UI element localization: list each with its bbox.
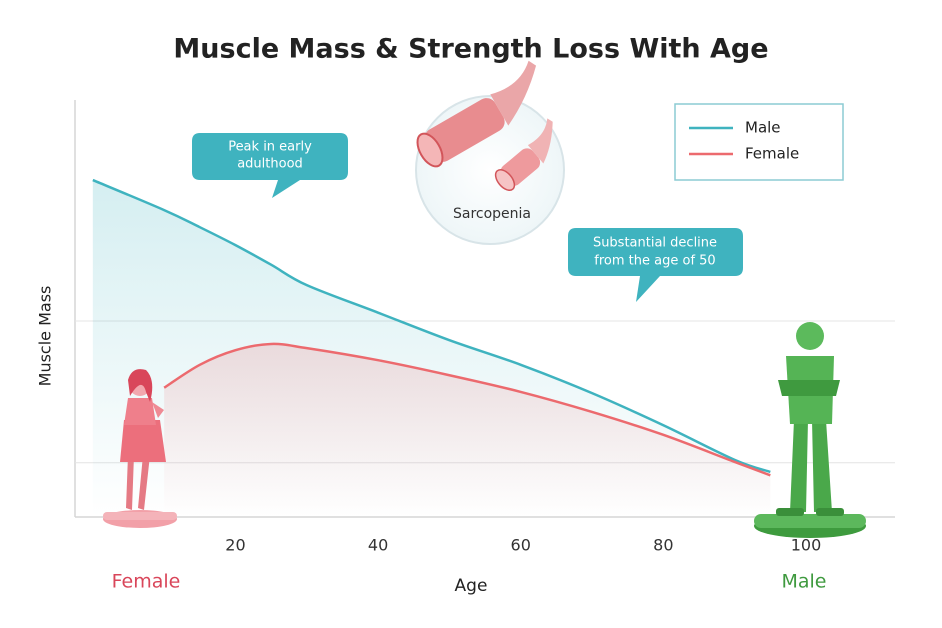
figure-label: Female bbox=[112, 571, 181, 593]
y-axis-label: Muscle Mass bbox=[36, 286, 55, 387]
callout: Substantial decline from the age of 50 bbox=[568, 228, 743, 302]
annotation: from the age of 50 bbox=[594, 254, 715, 269]
sarcopenia-inset: Sarcopenia bbox=[415, 60, 565, 245]
annotation: Peak in early bbox=[228, 140, 312, 155]
male-figure bbox=[754, 322, 866, 538]
x-tick-label: 100 bbox=[791, 536, 822, 555]
annotation: Substantial decline bbox=[593, 236, 717, 251]
callout: Peak in early adulthood bbox=[192, 133, 348, 198]
line bbox=[163, 342, 771, 477]
annotation: adulthood bbox=[237, 157, 303, 172]
plot-area: 20 40 60 80 100 bbox=[74, 100, 895, 555]
chart-title: Muscle Mass & Strength Loss With Age bbox=[173, 34, 768, 65]
x-tick-label: 20 bbox=[225, 536, 245, 555]
line bbox=[92, 178, 771, 474]
area bbox=[164, 343, 771, 517]
x-tick-label: 60 bbox=[511, 536, 531, 555]
x-tick-label: 80 bbox=[653, 536, 673, 555]
legend: Male Female bbox=[674, 103, 844, 181]
legend-label: Female bbox=[745, 145, 799, 163]
x-axis-label: Age bbox=[455, 576, 488, 596]
inset-label: Sarcopenia bbox=[453, 206, 531, 222]
legend-label: Male bbox=[745, 119, 781, 137]
female-figure bbox=[103, 369, 177, 528]
x-tick-label: 40 bbox=[368, 536, 388, 555]
figure-label: Male bbox=[781, 571, 826, 593]
